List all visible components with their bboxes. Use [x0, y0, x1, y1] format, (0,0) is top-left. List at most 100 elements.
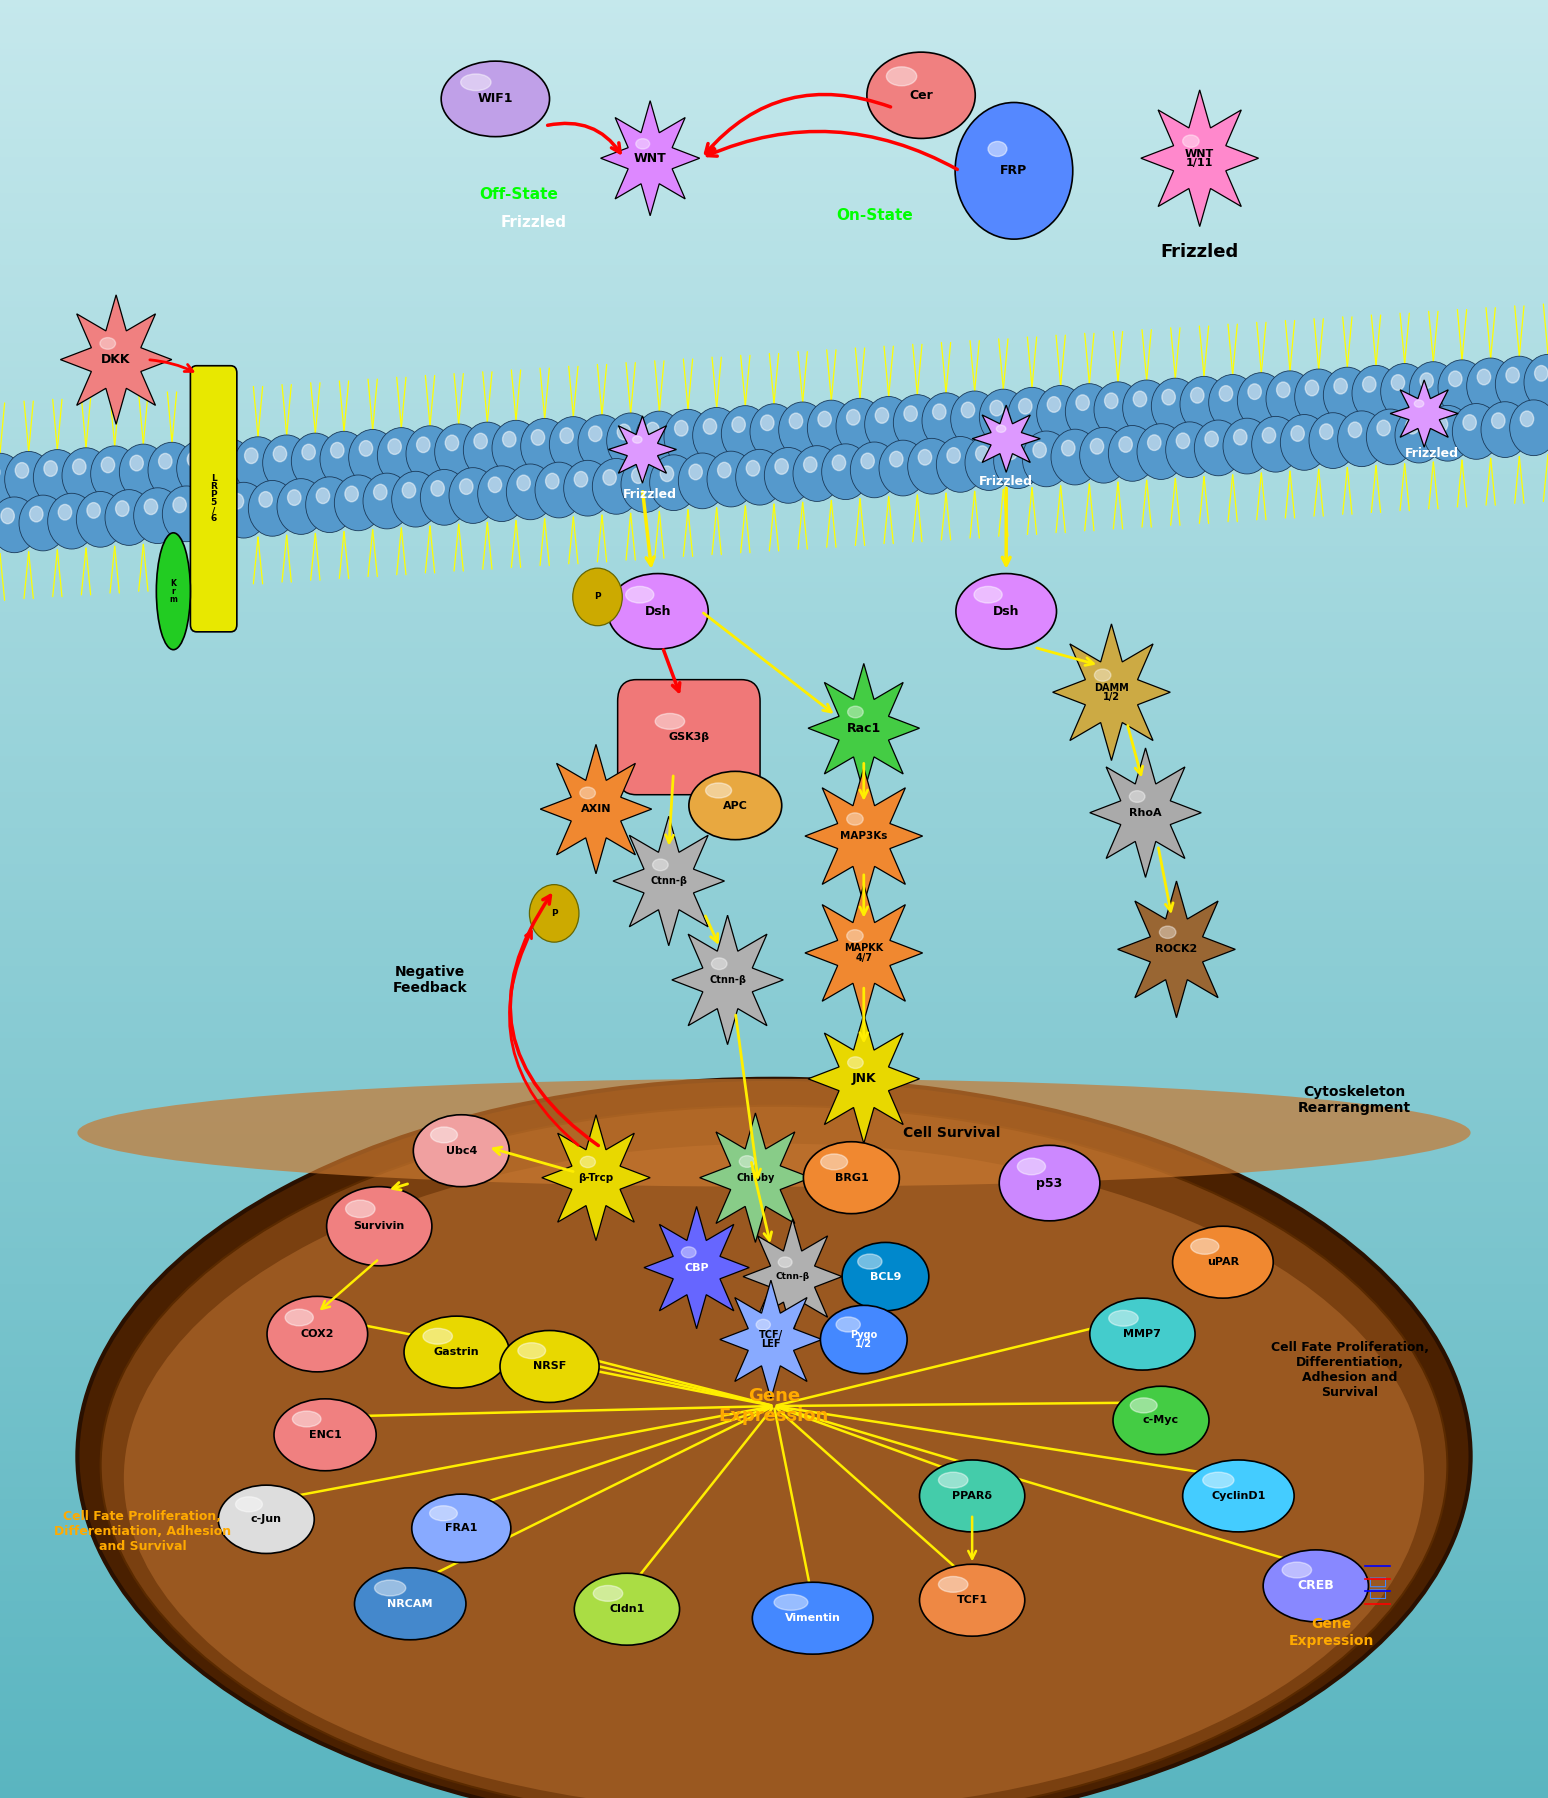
Ellipse shape — [500, 1331, 599, 1402]
Circle shape — [402, 482, 416, 498]
Circle shape — [133, 487, 181, 543]
Circle shape — [1409, 361, 1457, 417]
Circle shape — [1463, 415, 1477, 430]
Circle shape — [602, 469, 616, 485]
Ellipse shape — [1090, 1298, 1195, 1370]
Text: CBP: CBP — [684, 1262, 709, 1273]
Bar — [0, 1043, 1548, 1048]
Bar — [0, 383, 1548, 390]
Text: BRG1: BRG1 — [834, 1172, 868, 1183]
Bar — [0, 1631, 1548, 1636]
Circle shape — [1481, 401, 1529, 457]
Bar — [0, 534, 1548, 539]
Ellipse shape — [848, 1057, 864, 1068]
Bar — [0, 1433, 1548, 1438]
Circle shape — [1452, 403, 1500, 458]
Circle shape — [474, 433, 488, 450]
Circle shape — [675, 421, 687, 437]
Bar — [0, 707, 1548, 714]
Circle shape — [803, 457, 817, 473]
Bar — [0, 1073, 1548, 1079]
Bar — [0, 1438, 1548, 1444]
Text: Cell Survival: Cell Survival — [904, 1126, 1000, 1140]
Bar — [0, 557, 1548, 563]
Circle shape — [206, 439, 254, 494]
Circle shape — [91, 446, 139, 502]
Ellipse shape — [327, 1187, 432, 1266]
Text: Ctnn-β: Ctnn-β — [776, 1271, 810, 1282]
Bar — [0, 1199, 1548, 1205]
Circle shape — [923, 392, 971, 448]
Circle shape — [1392, 374, 1404, 390]
Text: Dsh: Dsh — [644, 604, 672, 619]
Circle shape — [822, 444, 870, 500]
Text: Frizzled: Frizzled — [1161, 243, 1238, 261]
Text: APC: APC — [723, 800, 748, 811]
Text: DKK: DKK — [101, 352, 132, 367]
Bar — [0, 1030, 1548, 1037]
Bar — [0, 354, 1548, 360]
Ellipse shape — [820, 1305, 907, 1374]
Text: c-Myc: c-Myc — [1142, 1415, 1180, 1426]
Bar — [0, 1595, 1548, 1600]
Circle shape — [190, 484, 238, 539]
Circle shape — [1362, 376, 1376, 392]
Polygon shape — [808, 663, 920, 793]
Bar — [0, 1505, 1548, 1510]
Bar — [0, 1253, 1548, 1259]
Bar — [0, 1325, 1548, 1331]
Circle shape — [144, 498, 158, 514]
Bar — [0, 156, 1548, 162]
Circle shape — [1005, 444, 1017, 460]
Bar — [0, 1097, 1548, 1102]
Ellipse shape — [345, 1199, 375, 1217]
Bar — [0, 59, 1548, 67]
Bar — [0, 167, 1548, 174]
Circle shape — [732, 417, 745, 432]
Circle shape — [248, 480, 296, 536]
Circle shape — [1280, 415, 1328, 471]
Ellipse shape — [1130, 1397, 1158, 1413]
Bar — [0, 886, 1548, 894]
Bar — [0, 581, 1548, 588]
Bar — [0, 804, 1548, 809]
Bar — [0, 696, 1548, 701]
Bar — [0, 360, 1548, 365]
Circle shape — [302, 444, 316, 460]
Circle shape — [259, 491, 272, 507]
Bar — [0, 1181, 1548, 1187]
Circle shape — [574, 471, 588, 487]
Text: ENC1: ENC1 — [308, 1429, 342, 1440]
Circle shape — [1294, 369, 1342, 424]
Text: RhoA: RhoA — [1128, 807, 1163, 818]
Ellipse shape — [847, 813, 864, 825]
Bar — [0, 293, 1548, 300]
Ellipse shape — [938, 1577, 968, 1593]
Circle shape — [1152, 378, 1200, 433]
Circle shape — [932, 405, 946, 419]
Text: P: P — [594, 592, 601, 602]
Ellipse shape — [293, 1411, 320, 1428]
Polygon shape — [720, 1280, 822, 1399]
Circle shape — [362, 473, 412, 529]
Circle shape — [779, 403, 827, 458]
Bar — [0, 1372, 1548, 1379]
Text: Vimentin: Vimentin — [785, 1613, 841, 1624]
Bar — [0, 1217, 1548, 1223]
Bar — [0, 1654, 1548, 1660]
Circle shape — [1319, 424, 1333, 439]
Circle shape — [1076, 396, 1090, 410]
Bar — [0, 1618, 1548, 1624]
Bar — [0, 725, 1548, 732]
Bar — [0, 1570, 1548, 1577]
Bar — [0, 311, 1548, 318]
Bar — [0, 1061, 1548, 1066]
Bar — [0, 1174, 1548, 1181]
Bar — [0, 378, 1548, 383]
Bar — [0, 1577, 1548, 1582]
Circle shape — [650, 455, 698, 511]
Bar — [0, 336, 1548, 342]
Bar — [0, 971, 1548, 976]
Circle shape — [618, 424, 630, 441]
Bar — [0, 467, 1548, 473]
